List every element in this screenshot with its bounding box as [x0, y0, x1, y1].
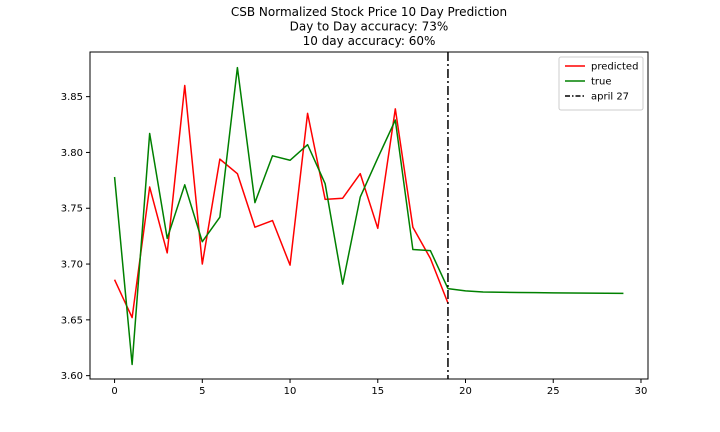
- x-axis: 0 5 10 15 20 25 30: [111, 379, 647, 397]
- y-tick-label: 3.70: [61, 260, 83, 271]
- axes-frame: [89, 51, 649, 380]
- y-tick-label: 3.65: [61, 315, 83, 326]
- x-tick-label: 10: [284, 386, 297, 397]
- legend-label-april-27: april 27: [591, 92, 629, 103]
- x-tick-label: 15: [371, 386, 384, 397]
- y-axis: 3.60 3.65 3.70 3.75 3.80 3.85: [61, 92, 90, 382]
- plot-lines: [113, 52, 624, 379]
- chart-title: CSB Normalized Stock Price 10 Day Predic…: [231, 5, 507, 48]
- title-line-3: 10 day accuracy: 60%: [303, 34, 436, 48]
- series-line-true: [113, 66, 624, 366]
- legend: predicted true april 27: [558, 56, 644, 111]
- y-tick-label: 3.85: [61, 92, 83, 103]
- y-tick-label: 3.80: [61, 148, 83, 159]
- title-line-2: Day to Day accuracy: 73%: [290, 20, 449, 34]
- x-tick-label: 20: [459, 386, 472, 397]
- x-tick-label: 0: [111, 386, 117, 397]
- title-line-1: CSB Normalized Stock Price 10 Day Predic…: [231, 5, 507, 19]
- legend-label-true: true: [591, 77, 612, 88]
- series-line-predicted: [113, 84, 449, 319]
- y-tick-label: 3.60: [61, 371, 83, 382]
- x-tick-label: 25: [547, 386, 560, 397]
- y-tick-label: 3.75: [61, 204, 83, 215]
- x-tick-label: 5: [199, 386, 205, 397]
- x-tick-label: 30: [635, 386, 648, 397]
- legend-label-predicted: predicted: [591, 62, 638, 73]
